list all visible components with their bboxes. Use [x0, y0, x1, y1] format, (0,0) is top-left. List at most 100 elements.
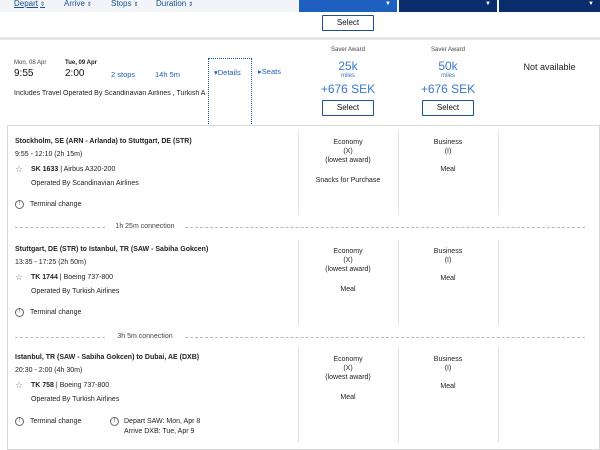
- economy-meal: Snacks for Purchase: [315, 177, 381, 184]
- sort-depart[interactable]: Depart ⇕: [14, 0, 45, 8]
- award-miles-unit-economy: miles: [340, 73, 355, 79]
- segment-operator: Operated By Turkish Airlines: [31, 288, 120, 295]
- column-divider: [298, 130, 299, 215]
- chevron-down-icon: ▼: [485, 1, 491, 7]
- star-icon[interactable]: ☆: [15, 380, 24, 390]
- economy-code: (X): [343, 257, 353, 264]
- details-label: Details: [217, 68, 241, 77]
- connection-dash: [15, 227, 105, 228]
- economy-code: (X): [343, 365, 353, 372]
- terminal-change: Terminal change: [30, 418, 82, 425]
- column-divider: [398, 130, 399, 215]
- cabin-header-first[interactable]: ▼: [499, 0, 600, 12]
- award-price-business: +676 SEK: [420, 82, 476, 96]
- terminal-change: Terminal change: [30, 309, 82, 316]
- depart-date-note: Depart SAW: Mon, Apr 8: [124, 418, 201, 425]
- column-divider: [298, 348, 299, 443]
- business-meal: Meal: [440, 275, 456, 282]
- star-icon[interactable]: ☆: [15, 272, 24, 282]
- award-price-economy: +676 SEK: [320, 82, 376, 96]
- segment-operator: Operated By Scandinavian Airlines: [31, 180, 139, 187]
- award-miles-business: 50k: [438, 59, 458, 73]
- business-code: (I): [444, 257, 452, 264]
- economy-meal: Meal: [340, 286, 356, 293]
- segment-route: Istanbul, TR (SAW - Sabiha Gokcen) to Du…: [15, 354, 200, 361]
- cabin-header-business[interactable]: ▼: [399, 0, 497, 12]
- seats-label: Seats: [261, 67, 281, 76]
- business-cabin: Business: [433, 356, 463, 363]
- details-tab[interactable]: ▾Details: [208, 58, 252, 126]
- sort-duration-label: Duration: [156, 0, 187, 8]
- economy-cabin: Economy: [333, 248, 363, 255]
- business-cabin: Business: [433, 139, 463, 146]
- segment-details-panel: [7, 125, 600, 450]
- economy-note: (lowest award): [325, 374, 371, 381]
- select-button-previous[interactable]: Select: [322, 15, 374, 31]
- details-link[interactable]: ▾Details: [214, 68, 241, 77]
- award-label-economy: Saver Award: [331, 47, 365, 53]
- depart-time: 9:55: [14, 68, 34, 79]
- alert-icon: !: [15, 417, 24, 426]
- operated-note: Includes Travel Operated By Scandinavian…: [14, 90, 206, 97]
- flight-number: TK 1744: [31, 274, 58, 281]
- connection-label: 1h 25m connection: [115, 223, 175, 230]
- award-label-business: Saver Award: [431, 47, 465, 53]
- column-divider: [498, 130, 499, 215]
- sort-stops-label: Stops: [111, 0, 132, 8]
- caret-right-icon: ▸: [258, 67, 262, 76]
- arrive-date-note: Arrive DXB: Tue, Apr 9: [124, 428, 195, 435]
- economy-cabin: Economy: [333, 356, 363, 363]
- column-divider: [398, 240, 399, 325]
- aircraft: Boeing 737-800: [63, 274, 114, 281]
- economy-code: (X): [343, 148, 353, 155]
- chevron-down-icon: ▼: [588, 1, 594, 7]
- business-code: (I): [444, 365, 452, 372]
- alert-icon: !: [110, 417, 119, 426]
- segment-flight: TK 1744 | Boeing 737-800: [31, 274, 114, 281]
- sort-stops[interactable]: Stops ⇕: [111, 0, 139, 8]
- segment-times: 13:35 - 17:25 (2h 50m): [15, 259, 87, 266]
- sort-arrows-icon: ⇕: [40, 2, 46, 8]
- cabin-header-economy[interactable]: ▼: [299, 0, 397, 12]
- business-meal: Meal: [440, 383, 456, 390]
- star-icon[interactable]: ☆: [15, 164, 24, 174]
- segment-flight: SK 1633 | Airbus A320-200: [31, 166, 116, 173]
- alert-icon: !: [15, 200, 24, 209]
- arrive-time: 2:00: [65, 68, 85, 79]
- connection-dash: [185, 227, 585, 228]
- chevron-down-icon: ▼: [385, 1, 391, 7]
- flight-number: SK 1633: [31, 166, 59, 173]
- sort-arrive[interactable]: Arrive ⇕: [64, 0, 92, 8]
- segment-operator: Operated By Turkish Airlines: [31, 396, 120, 403]
- select-button-business[interactable]: Select: [422, 100, 474, 116]
- segment-flight: TK 758 | Boeing 737-800: [31, 382, 110, 389]
- aircraft: Boeing 737-800: [59, 382, 110, 389]
- flight-number: TK 758: [31, 382, 54, 389]
- aircraft: Airbus A320-200: [63, 166, 116, 173]
- sort-duration[interactable]: Duration ⇕: [156, 0, 193, 8]
- economy-cabin: Economy: [333, 139, 363, 146]
- sort-arrive-label: Arrive: [64, 0, 85, 8]
- connection-dash: [185, 337, 585, 338]
- column-divider: [398, 348, 399, 443]
- award-miles-unit-business: miles: [440, 73, 455, 79]
- column-divider: [498, 240, 499, 325]
- not-available-first: Not available: [523, 62, 576, 72]
- economy-note: (lowest award): [325, 157, 371, 164]
- award-miles-economy: 25k: [338, 59, 358, 73]
- business-code: (I): [444, 148, 452, 155]
- arrive-date: Tue, 09 Apr: [65, 60, 98, 66]
- economy-note: (lowest award): [325, 266, 371, 273]
- business-meal: Meal: [440, 166, 456, 173]
- seats-link[interactable]: ▸Seats: [258, 67, 281, 76]
- connection-label: 3h 5m connection: [117, 333, 173, 340]
- sort-arrows-icon: ⇕: [86, 2, 92, 8]
- sort-depart-label: Depart: [14, 0, 39, 8]
- connection-dash: [15, 337, 105, 338]
- caret-down-icon: ▾: [214, 68, 218, 77]
- duration-value: 14h 5m: [155, 70, 181, 79]
- select-button-economy[interactable]: Select: [322, 100, 374, 116]
- terminal-change: Terminal change: [30, 201, 82, 208]
- stops-link[interactable]: 2 stops: [111, 70, 136, 79]
- depart-date: Mon, 08 Apr: [14, 60, 47, 66]
